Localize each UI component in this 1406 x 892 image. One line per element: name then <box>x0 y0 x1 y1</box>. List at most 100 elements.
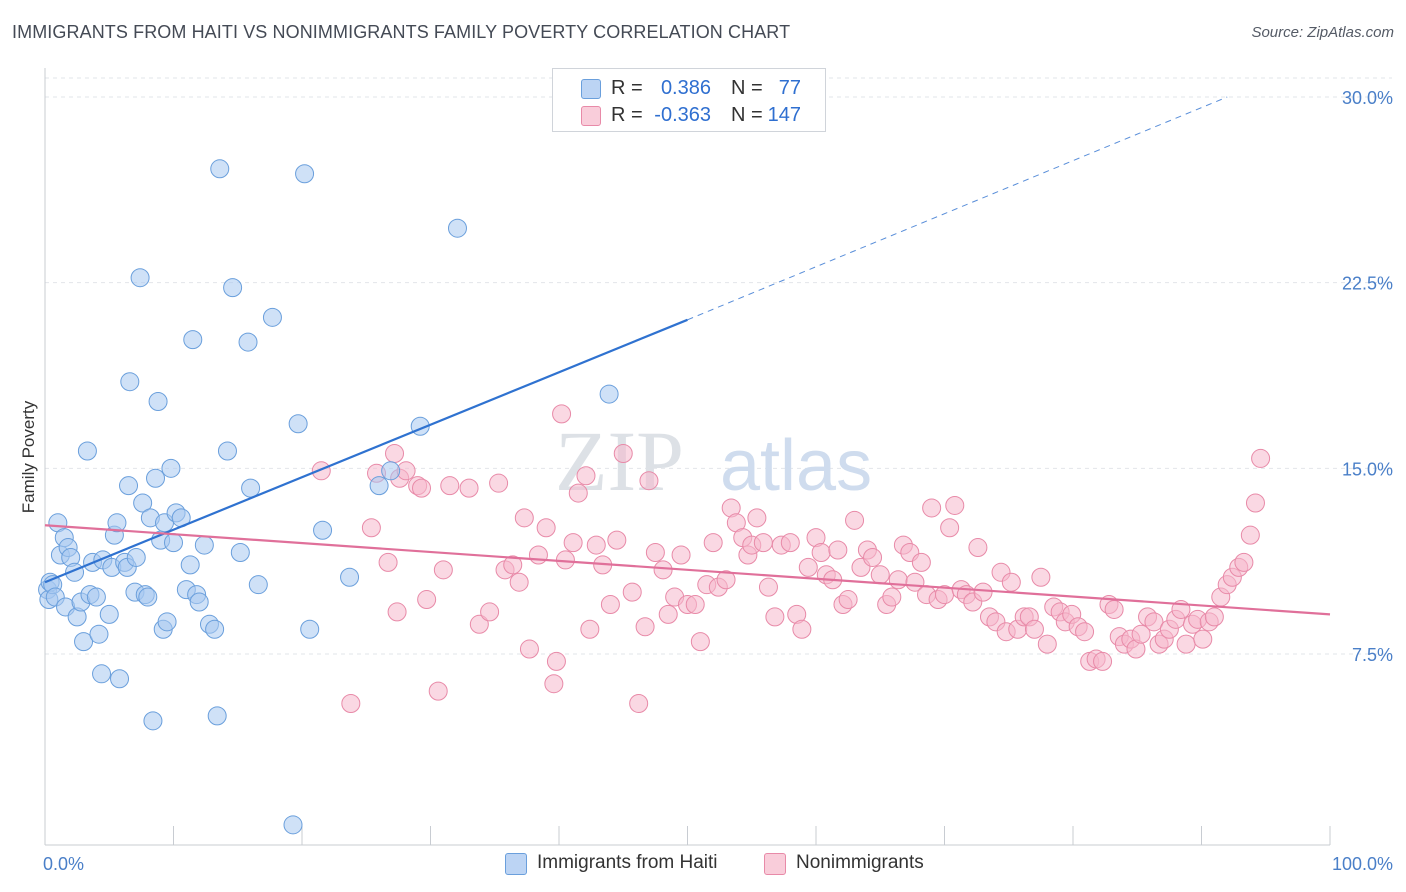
haiti-point <box>205 619 225 639</box>
haiti-point <box>133 493 153 513</box>
haiti-point <box>217 441 237 461</box>
haiti-point <box>262 307 282 327</box>
nonimmigrant-point <box>690 632 710 652</box>
nonimmigrant-point <box>870 565 890 585</box>
nonimmigrant-point <box>1240 525 1260 545</box>
haiti-point <box>92 664 112 684</box>
nonimmigrant-point <box>973 582 993 602</box>
correlation-legend: R = 0.386 N = 77 R = -0.363 N = 147 <box>552 68 826 132</box>
legend-r-value-haiti: 0.386 <box>660 77 711 99</box>
x-tick-label-max: 100.0% <box>1332 854 1393 874</box>
nonimmigrant-point <box>509 572 529 592</box>
nonimmigrant-point <box>1193 629 1213 649</box>
haiti-point <box>313 520 333 540</box>
haiti-point <box>238 332 258 352</box>
nonimmigrant-point <box>378 552 398 572</box>
nonimmigrant-point <box>440 476 460 496</box>
nonimmigrant-point <box>528 545 548 565</box>
nonimmigrant-point <box>1251 448 1271 468</box>
haiti-point <box>283 815 303 835</box>
haiti-point <box>120 372 140 392</box>
nonimmigrant-point <box>568 483 588 503</box>
nonimmigrant-point <box>622 582 642 602</box>
nonimmigrant-point <box>428 681 448 701</box>
series-haiti-points <box>38 159 619 835</box>
nonimmigrant-point <box>1204 607 1224 627</box>
haiti-point <box>107 513 127 533</box>
nonimmigrant-trend-line <box>44 524 1331 616</box>
nonimmigrant-point <box>888 570 908 590</box>
haiti-point <box>369 476 389 496</box>
nonimmigrant-point <box>536 518 556 538</box>
nonimmigrant-point <box>863 547 883 567</box>
haiti-point <box>74 632 94 652</box>
y-axis-label: Family Poverty <box>19 400 38 513</box>
nonimmigrant-point <box>758 577 778 597</box>
nonimmigrant-point <box>1104 599 1124 619</box>
nonimmigrant-point <box>780 533 800 553</box>
nonimmigrant-point <box>882 587 902 607</box>
series-nonimmigrants-points <box>311 404 1271 714</box>
legend-r-label: R = <box>611 77 643 99</box>
nonimmigrant-point <box>753 533 773 553</box>
haiti-point <box>189 592 209 612</box>
nonimmigrant-point <box>433 560 453 580</box>
nonimmigrant-point <box>576 466 596 486</box>
nonimmigrant-point <box>417 590 437 610</box>
nonimmigrant-point <box>563 533 583 553</box>
bottom-legend-label-nonimmigrants: Nonimmigrants <box>796 852 924 873</box>
legend-n-value-haiti: 77 <box>778 77 801 99</box>
nonimmigrant-point <box>922 498 942 518</box>
nonimmigrant-point <box>613 443 633 463</box>
x-tick-label-min: 0.0% <box>43 854 84 874</box>
haiti-point <box>86 587 106 607</box>
nonimmigrant-point <box>412 478 432 498</box>
nonimmigrant-point <box>580 619 600 639</box>
bottom-legend-label-haiti: Immigrants from Haiti <box>537 852 718 873</box>
haiti-point <box>161 458 181 478</box>
nonimmigrant-point <box>459 478 479 498</box>
bottom-legend-swatch-haiti <box>505 853 527 875</box>
nonimmigrant-point <box>635 617 655 637</box>
nonimmigrant-point <box>911 552 931 572</box>
haiti-point <box>164 533 183 553</box>
nonimmigrant-point <box>311 461 331 481</box>
haiti-point <box>119 476 139 496</box>
nonimmigrant-point <box>1176 634 1196 654</box>
haiti-point <box>241 478 261 498</box>
nonimmigrant-point <box>828 540 848 560</box>
axes <box>44 68 1331 846</box>
nonimmigrant-point <box>940 518 960 538</box>
nonimmigrant-point <box>639 471 659 491</box>
haiti-point <box>126 547 146 567</box>
watermark: ZIP atlas <box>555 413 872 509</box>
legend-row-nonimmigrants: R = -0.363 N = 147 <box>553 102 825 128</box>
bottom-legend-swatch-nonimmigrants <box>764 853 786 875</box>
haiti-point <box>110 669 130 689</box>
haiti-point <box>148 391 168 411</box>
nonimmigrant-point <box>1131 624 1151 644</box>
nonimmigrant-point <box>514 508 534 528</box>
legend-row-haiti: R = 0.386 N = 77 <box>553 75 825 101</box>
nonimmigrant-point <box>658 604 678 624</box>
nonimmigrant-point <box>685 594 705 614</box>
legend-n-label-2: N = <box>731 104 763 126</box>
chart-title: IMMIGRANTS FROM HAITI VS NONIMMIGRANTS F… <box>12 22 791 42</box>
trend-lines <box>44 96 1331 616</box>
haiti-point <box>157 612 177 632</box>
nonimmigrant-point <box>1234 552 1254 572</box>
haiti-trend-extrapolation <box>687 96 1228 321</box>
nonimmigrant-point <box>387 602 407 622</box>
haiti-point <box>230 543 250 563</box>
nonimmigrant-point <box>968 538 988 558</box>
y-tick-label: 30.0% <box>1342 88 1393 108</box>
legend-swatch-haiti <box>581 79 601 99</box>
haiti-point <box>89 624 109 644</box>
y-tick-label: 15.0% <box>1342 459 1393 479</box>
nonimmigrant-point <box>671 545 691 565</box>
haiti-point <box>295 164 315 184</box>
haiti-point <box>207 706 227 726</box>
nonimmigrant-point <box>1031 567 1051 587</box>
gridlines <box>45 77 1392 655</box>
nonimmigrant-point <box>1024 619 1044 639</box>
